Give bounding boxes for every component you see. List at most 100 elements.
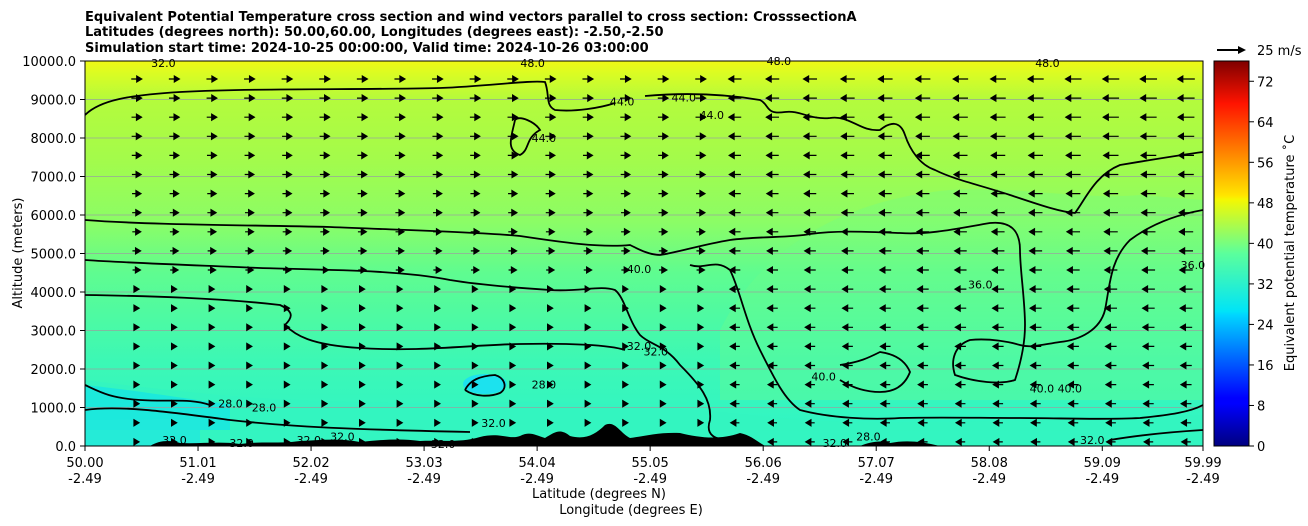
wind-vector — [621, 227, 631, 236]
wind-vector — [283, 380, 291, 389]
wind-vector — [359, 304, 366, 313]
wind-vector — [1104, 342, 1117, 351]
y-tick-label: 3000.0 — [31, 325, 77, 340]
wind-vector — [207, 170, 218, 179]
x-tick-label-lon: -2.49 — [407, 472, 441, 487]
wind-vector — [992, 437, 1003, 446]
wind-vector — [916, 246, 929, 255]
wind-vector — [434, 418, 441, 427]
wind-vector — [1066, 323, 1080, 332]
wind-vector — [620, 170, 632, 179]
wind-vector — [358, 246, 368, 255]
wind-vector — [1142, 361, 1155, 370]
wind-vector — [767, 418, 778, 427]
wind-vector — [394, 151, 406, 160]
wind-vector — [766, 380, 778, 389]
wind-vector — [620, 208, 631, 217]
terrain — [85, 423, 940, 446]
wind-vector — [1102, 189, 1119, 198]
wind-vector — [991, 342, 1004, 351]
wind-vector — [697, 285, 705, 294]
wind-vector — [169, 132, 181, 141]
wind-vector — [546, 265, 556, 275]
wind-vector — [1141, 342, 1155, 351]
contour-32-west — [85, 294, 626, 351]
wind-vector — [283, 342, 291, 351]
wind-vector — [321, 323, 329, 332]
wind-vector — [246, 342, 253, 351]
wind-vector — [695, 113, 707, 122]
wind-vector — [659, 304, 667, 313]
contour-28-west — [85, 384, 211, 406]
wind-vector — [840, 208, 854, 217]
wind-vector — [283, 361, 291, 370]
wind-vector — [319, 94, 331, 103]
wind-vector — [509, 361, 517, 370]
wind-vector — [545, 170, 556, 179]
wind-vector — [764, 74, 780, 84]
wind-vector — [952, 74, 969, 84]
wind-vector — [582, 132, 594, 141]
x-axis: 50.00-2.4951.01-2.4952.02-2.4953.03-2.49… — [66, 446, 1222, 487]
contour-label: 32.0 — [644, 346, 669, 359]
wind-vector — [132, 189, 143, 198]
wind-vector — [1067, 361, 1079, 370]
contour-lines — [85, 80, 1203, 441]
wind-vector — [170, 246, 180, 255]
wind-vector — [133, 342, 141, 351]
wind-vector — [622, 418, 629, 427]
y-tick-label: 1000.0 — [31, 402, 77, 417]
wind-vector — [621, 265, 631, 275]
wind-vector — [1027, 113, 1044, 122]
wind-vector — [917, 399, 928, 408]
colorbar-ticks: 0 8 16 24 32 40 48 56 64 72 — [1249, 75, 1274, 455]
wind-vector — [283, 399, 291, 408]
wind-vector — [208, 380, 216, 389]
wind-vector — [766, 342, 778, 351]
wind-vector — [471, 285, 479, 294]
wind-vector — [1067, 437, 1078, 446]
wind-vector — [133, 304, 141, 313]
wind-vector — [916, 285, 929, 294]
wind-vector — [583, 189, 594, 198]
wind-vector — [952, 151, 968, 160]
wind-vector — [1066, 285, 1080, 294]
wind-vector — [767, 437, 778, 446]
wind-vector — [244, 189, 255, 198]
wind-vector — [1064, 132, 1081, 141]
contour-label: 32.0 — [330, 430, 355, 443]
wind-vector — [1139, 151, 1157, 160]
wind-vector — [879, 361, 891, 370]
wind-vector — [804, 361, 816, 370]
wind-vector — [1067, 399, 1079, 408]
wind-vector — [471, 304, 479, 313]
wind-vector — [282, 189, 293, 198]
wind-vector — [470, 189, 481, 198]
wind-vector — [878, 208, 892, 217]
wind-vector — [395, 170, 406, 179]
quiver-key-arrowhead — [1238, 46, 1246, 54]
wind-vector — [622, 361, 629, 370]
wind-vector — [954, 380, 966, 389]
wind-vector — [282, 208, 293, 217]
wind-vector — [321, 380, 329, 389]
wind-vector — [1066, 304, 1080, 313]
wind-vector — [169, 227, 180, 236]
x-axis-label-latitude: Latitude (degrees N) — [532, 487, 666, 502]
colorbar-tick-label: 16 — [1257, 359, 1274, 374]
wind-vector — [1027, 189, 1043, 198]
wind-vector — [133, 285, 141, 294]
contour-label: 32.0 — [481, 417, 506, 430]
wind-vector — [1139, 132, 1157, 141]
wind-vector — [432, 189, 443, 198]
quiver-key-label: 25 m/s — [1257, 44, 1302, 59]
wind-vector — [171, 323, 178, 332]
wind-vector — [803, 246, 816, 255]
cold-pool-center — [463, 374, 507, 394]
wind-vector — [620, 94, 632, 103]
wind-vector — [208, 304, 216, 313]
wind-vector — [321, 418, 329, 427]
wind-vector — [1178, 246, 1193, 255]
wind-vector — [1064, 74, 1082, 84]
wind-vector — [842, 399, 853, 408]
